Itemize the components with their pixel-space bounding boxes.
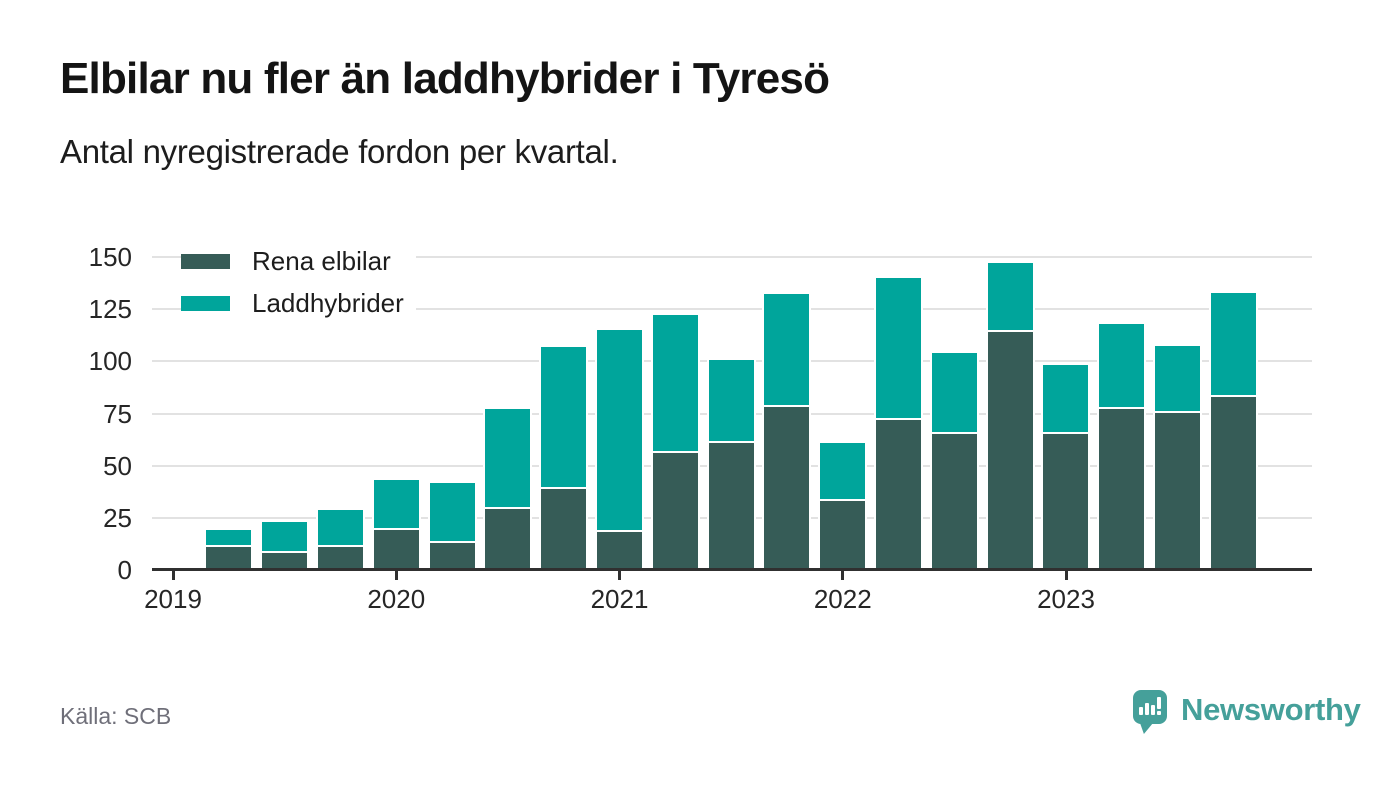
x-tick-2019 xyxy=(171,571,175,580)
bar-2020-K2-laddhybrider xyxy=(429,483,475,541)
chart-legend: Rena elbilar Laddhybrider xyxy=(181,245,416,329)
bar-2019-K3-laddhybrider xyxy=(262,522,308,551)
bar-2019-K4-laddhybrider xyxy=(317,510,363,545)
bar-2023-K2-laddhybrider xyxy=(1099,324,1145,407)
gridline-125 xyxy=(152,308,1312,311)
bar-2021-K3-elbilar xyxy=(708,441,754,570)
bar-2021-K1-laddhybrider xyxy=(596,330,642,530)
logo-bar-icon xyxy=(1151,705,1155,715)
y-axis-label-50: 50 xyxy=(103,450,132,481)
gridline-150 xyxy=(152,256,1312,258)
page-subtitle: Antal nyregistrerade fordon per kvartal. xyxy=(60,133,619,170)
y-axis-label-0: 0 xyxy=(117,555,132,585)
bar-2020-K4-elbilar xyxy=(541,487,587,570)
bar-2021-K2-laddhybrider xyxy=(652,315,698,451)
y-axis-label-25: 25 xyxy=(103,502,132,533)
x-axis-label-2022: 2022 xyxy=(813,584,872,614)
x-axis-label-2019: 2019 xyxy=(144,584,202,614)
legend-item-laddhybrider: Laddhybrider xyxy=(181,287,416,319)
x-tick-2021 xyxy=(618,571,621,580)
speech-bubble-tail xyxy=(1140,723,1153,734)
bar-2020-K1-laddhybrider xyxy=(373,480,419,528)
legend-label-rena-elbilar: Rena elbilar xyxy=(252,246,391,276)
logo-exclamation-dot-icon xyxy=(1157,711,1161,715)
bar-2020-K3-laddhybrider xyxy=(485,409,531,507)
bar-2022-K2-elbilar xyxy=(876,418,922,570)
page-title: Elbilar nu fler än laddhybrider i Tyresö xyxy=(60,54,830,103)
legend-item-rena-elbilar: Rena elbilar xyxy=(181,245,416,277)
x-tick-2020 xyxy=(394,571,398,580)
speech-bubble-icon xyxy=(1133,690,1167,724)
x-axis-line xyxy=(152,568,1312,571)
x-axis-label-2023: 2023 xyxy=(1037,584,1095,614)
bar-2023-K1-laddhybrider xyxy=(1043,365,1089,432)
bar-2022-K3-elbilar xyxy=(931,432,977,570)
bar-2023-K4-laddhybrider xyxy=(1210,293,1256,395)
x-axis-label-2020: 2020 xyxy=(367,584,426,614)
bar-2019-K3-elbilar xyxy=(262,551,308,570)
bar-2020-K1-elbilar xyxy=(373,528,419,570)
bar-2022-K4-elbilar xyxy=(987,330,1033,570)
logo-bar-icon xyxy=(1145,703,1149,715)
bar-2023-K2-elbilar xyxy=(1099,407,1145,570)
x-tick-2022 xyxy=(841,571,845,580)
bar-2021-K1-elbilar xyxy=(596,530,642,570)
newsworthy-logo-icon xyxy=(1133,690,1167,736)
bar-2023-K3-laddhybrider xyxy=(1155,346,1201,411)
bar-2019-K2-elbilar xyxy=(206,545,252,570)
y-axis-label-125: 125 xyxy=(88,294,132,325)
source-note: Källa: SCB xyxy=(60,703,172,729)
bar-2022-K1-laddhybrider xyxy=(820,443,866,499)
bar-2021-K4-elbilar xyxy=(764,405,810,570)
bar-2023-K1-elbilar xyxy=(1043,432,1089,570)
bar-2020-K2-elbilar xyxy=(429,541,475,570)
legend-label-laddhybrider: Laddhybrider xyxy=(252,288,404,318)
bar-2021-K2-elbilar xyxy=(652,451,698,570)
bar-2020-K4-laddhybrider xyxy=(541,347,587,487)
brand-lockup: Newsworthy xyxy=(1133,690,1361,736)
bar-2021-K3-laddhybrider xyxy=(708,360,754,441)
bar-2021-K4-laddhybrider xyxy=(764,294,810,405)
brand-name: Newsworthy xyxy=(1181,692,1361,727)
bar-2022-K3-laddhybrider xyxy=(931,353,977,432)
bar-2020-K3-elbilar xyxy=(485,507,531,570)
bar-2023-K4-elbilar xyxy=(1210,395,1256,570)
bar-2019-K4-elbilar xyxy=(317,545,363,570)
y-axis-label-75: 75 xyxy=(103,398,132,429)
y-axis-label-100: 100 xyxy=(88,346,132,377)
logo-exclamation-icon xyxy=(1157,697,1161,709)
bar-2022-K4-laddhybrider xyxy=(987,263,1033,330)
bar-2019-K2-laddhybrider xyxy=(206,530,252,545)
bar-2022-K2-laddhybrider xyxy=(876,278,922,418)
logo-bar-icon xyxy=(1139,707,1143,715)
bar-2022-K1-elbilar xyxy=(820,499,866,570)
x-tick-2023 xyxy=(1064,571,1068,580)
x-axis-label-2021: 2021 xyxy=(590,584,649,614)
legend-swatch-rena-elbilar xyxy=(181,253,230,269)
y-axis-label-150: 150 xyxy=(88,242,132,272)
bar-2023-K3-elbilar xyxy=(1155,411,1201,570)
legend-swatch-laddhybrider xyxy=(181,295,230,311)
